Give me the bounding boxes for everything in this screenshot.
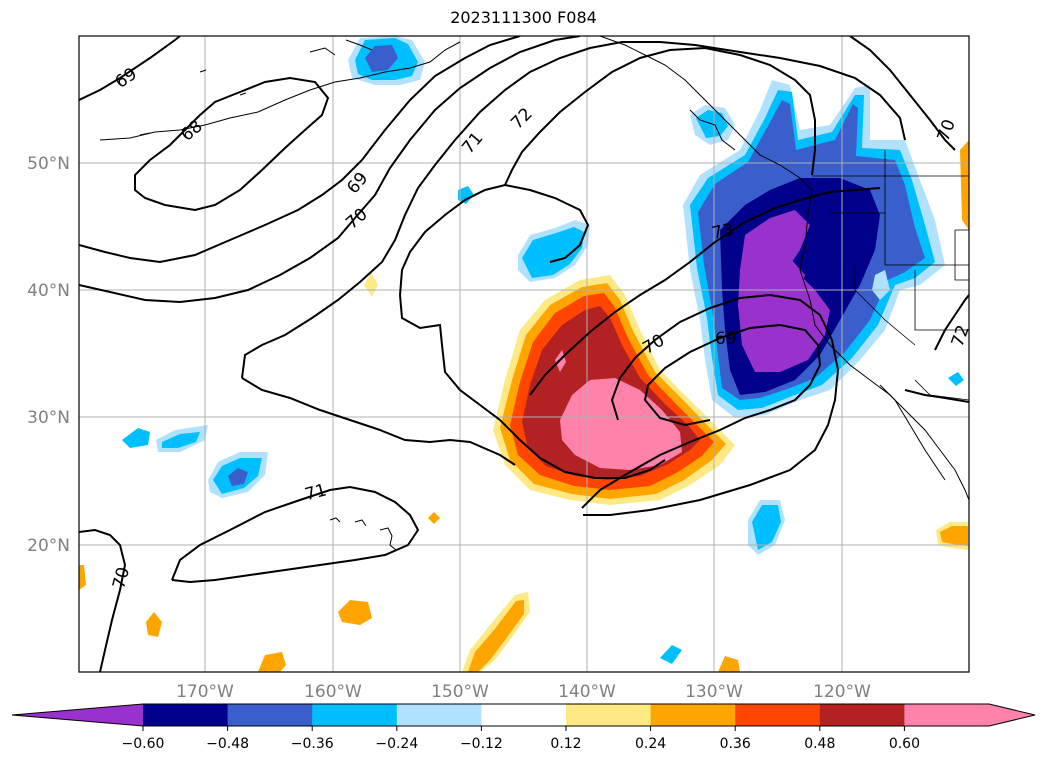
lat-label-50n: 50°N: [27, 154, 70, 174]
colorbar-segment: [396, 704, 482, 726]
positive-anomaly-region: [493, 275, 735, 505]
negative-anomaly-region: [683, 80, 945, 418]
lon-label-120w: 120°W: [813, 682, 871, 702]
lat-label-20n: 20°N: [27, 536, 70, 556]
lon-label-150w: 150°W: [431, 682, 489, 702]
colorbar-tick-label: −0.48: [206, 736, 249, 752]
contour-label-72-east: 72: [948, 322, 974, 349]
colorbar-segment: [904, 704, 990, 726]
colorbar-tick-label: 0.48: [804, 736, 835, 752]
small-negative-blobs: [122, 186, 964, 664]
longitude-labels: 170°W 160°W 150°W 140°W 130°W 120°W: [176, 682, 871, 702]
colorbar-segment: [227, 704, 313, 726]
colorbar-tick-label: 0.12: [550, 736, 581, 752]
colorbar-extend-min: [12, 704, 143, 726]
colorbar-segment: [650, 704, 736, 726]
colorbar-tick-label: 0.60: [889, 736, 920, 752]
lat-label-30n: 30°N: [27, 408, 70, 428]
colorbar-segment: [481, 704, 567, 726]
contour-label-73: 73: [710, 220, 735, 244]
colorbar: −0.60 −0.48 −0.36 −0.24 −0.12 0.12 0.24 0.36 0.4…: [11, 703, 1036, 752]
lon-label-170w: 170°W: [176, 682, 234, 702]
colorbar-segment: [143, 704, 229, 726]
colorbar-segment: [566, 704, 652, 726]
colorbar-tick-label: 0.24: [635, 736, 666, 752]
colorbar-tick-label: −0.36: [291, 736, 334, 752]
map-content: 69 68 71 72 69 70 73 70 69 71 70 72 70: [79, 36, 974, 672]
colorbar-tick-label: −0.60: [122, 736, 165, 752]
latitude-labels: 50°N 40°N 30°N 20°N: [27, 154, 70, 556]
colorbar-segment: [312, 704, 398, 726]
lon-label-130w: 130°W: [685, 682, 743, 702]
graticule: [79, 36, 969, 672]
colorbar-segment: [819, 704, 905, 726]
lon-label-140w: 140°W: [558, 682, 616, 702]
colorbar-extend-max: [989, 704, 1035, 726]
colorbar-tick-label: −0.12: [460, 736, 503, 752]
map-title: 2023111300 F084: [450, 8, 597, 27]
map-frame: [78, 35, 970, 673]
alaska-negative-region: [348, 36, 735, 145]
lat-label-40n: 40°N: [27, 281, 70, 301]
height-contours: [79, 36, 969, 672]
contour-label-69-low: 69: [715, 329, 737, 349]
colorbar-tick-label: −0.24: [375, 736, 418, 752]
colorbar-tick-label: 0.36: [720, 736, 751, 752]
colorbar-segment: [735, 704, 821, 726]
coastlines: [99, 36, 969, 551]
lon-label-160w: 160°W: [304, 682, 362, 702]
